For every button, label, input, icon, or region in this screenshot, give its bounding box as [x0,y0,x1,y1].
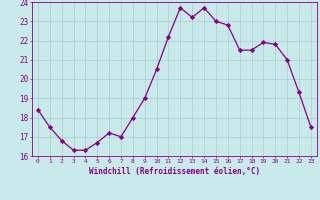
X-axis label: Windchill (Refroidissement éolien,°C): Windchill (Refroidissement éolien,°C) [89,167,260,176]
